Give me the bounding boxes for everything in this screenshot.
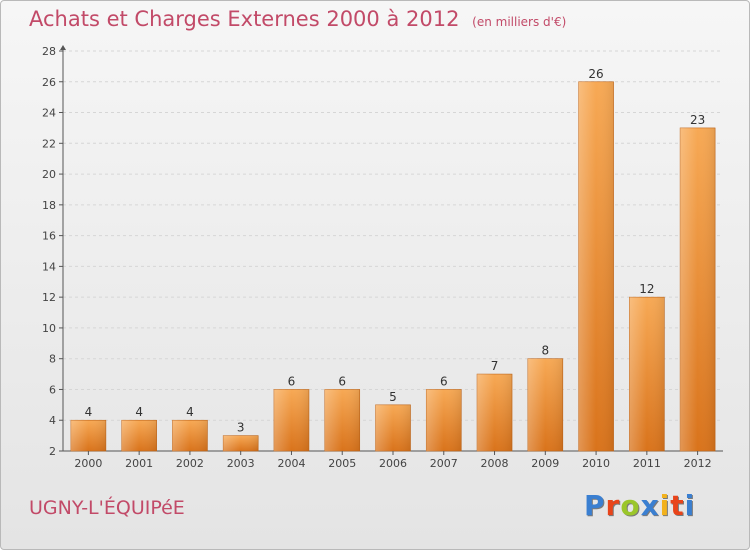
x-tick-label: 2001: [125, 457, 153, 470]
bar-value-label: 8: [541, 344, 549, 358]
x-tick-label: 2008: [481, 457, 509, 470]
bar-value-label: 4: [186, 405, 194, 419]
y-tick-label: 12: [42, 291, 56, 304]
bar-value-label: 6: [440, 374, 448, 388]
logo-letter: r: [605, 489, 621, 522]
commune-name: UGNY-L'ÉQUIPéE: [29, 497, 185, 519]
y-tick-label: 8: [49, 353, 56, 366]
bar-value-label: 5: [389, 390, 397, 404]
bar-shine: [527, 358, 563, 451]
y-tick-label: 10: [42, 322, 56, 335]
bar-shine: [578, 81, 614, 452]
bar-shine: [324, 389, 360, 451]
x-tick-label: 2004: [277, 457, 305, 470]
x-tick-label: 2006: [379, 457, 407, 470]
y-tick-label: 6: [49, 383, 56, 396]
bar-value-label: 4: [85, 405, 93, 419]
y-tick-label: 24: [42, 107, 56, 120]
x-tick-label: 2009: [531, 457, 559, 470]
y-tick-label: 14: [42, 260, 56, 273]
bar-value-label: 6: [338, 374, 346, 388]
x-tick-label: 2012: [684, 457, 712, 470]
bar-value-label: 12: [639, 282, 654, 296]
bar-shine: [629, 297, 665, 451]
bar-shine: [477, 374, 513, 451]
bar-value-label: 23: [690, 113, 705, 127]
x-tick-label: 2007: [430, 457, 458, 470]
bar-shine: [172, 420, 208, 451]
bar-shine: [375, 404, 411, 451]
y-tick-label: 4: [49, 414, 56, 427]
y-tick-label: 20: [42, 168, 56, 181]
x-tick-label: 2000: [74, 457, 102, 470]
y-tick-label: 2: [49, 445, 56, 458]
bar-value-label: 3: [237, 421, 245, 435]
y-tick-label: 26: [42, 76, 56, 89]
bar-value-label: 6: [288, 374, 296, 388]
x-tick-label: 2010: [582, 457, 610, 470]
title-text: Achats et Charges Externes 2000 à 2012: [29, 7, 460, 31]
bar-value-label: 26: [588, 67, 603, 81]
y-axis-arrow: [60, 45, 66, 50]
logo-letter: i: [659, 489, 671, 522]
chart-title: Achats et Charges Externes 2000 à 2012 (…: [29, 7, 566, 31]
bar-shine: [273, 389, 309, 451]
x-tick-label: 2011: [633, 457, 661, 470]
bar-value-label: 4: [135, 405, 143, 419]
y-tick-label: 18: [42, 199, 56, 212]
x-tick-label: 2005: [328, 457, 356, 470]
title-unit: (en milliers d'€): [472, 15, 567, 29]
x-tick-label: 2002: [176, 457, 204, 470]
x-tick-label: 2003: [227, 457, 255, 470]
logo-letter: t: [670, 489, 685, 522]
proxiti-logo: Proxiti: [584, 489, 695, 522]
bar-value-label: 7: [491, 359, 499, 373]
y-tick-label: 28: [42, 45, 56, 58]
bar-shine: [121, 420, 157, 451]
y-tick-label: 16: [42, 230, 56, 243]
bar-shine: [70, 420, 106, 451]
bar-shine: [680, 127, 716, 451]
y-tick-label: 22: [42, 137, 56, 150]
logo-letter: P: [584, 489, 606, 522]
logo-letter: x: [640, 489, 660, 522]
logo-letter: o: [620, 489, 641, 522]
bar-shine: [223, 435, 259, 451]
bar-shine: [426, 389, 462, 451]
logo-letter: i: [684, 489, 696, 522]
